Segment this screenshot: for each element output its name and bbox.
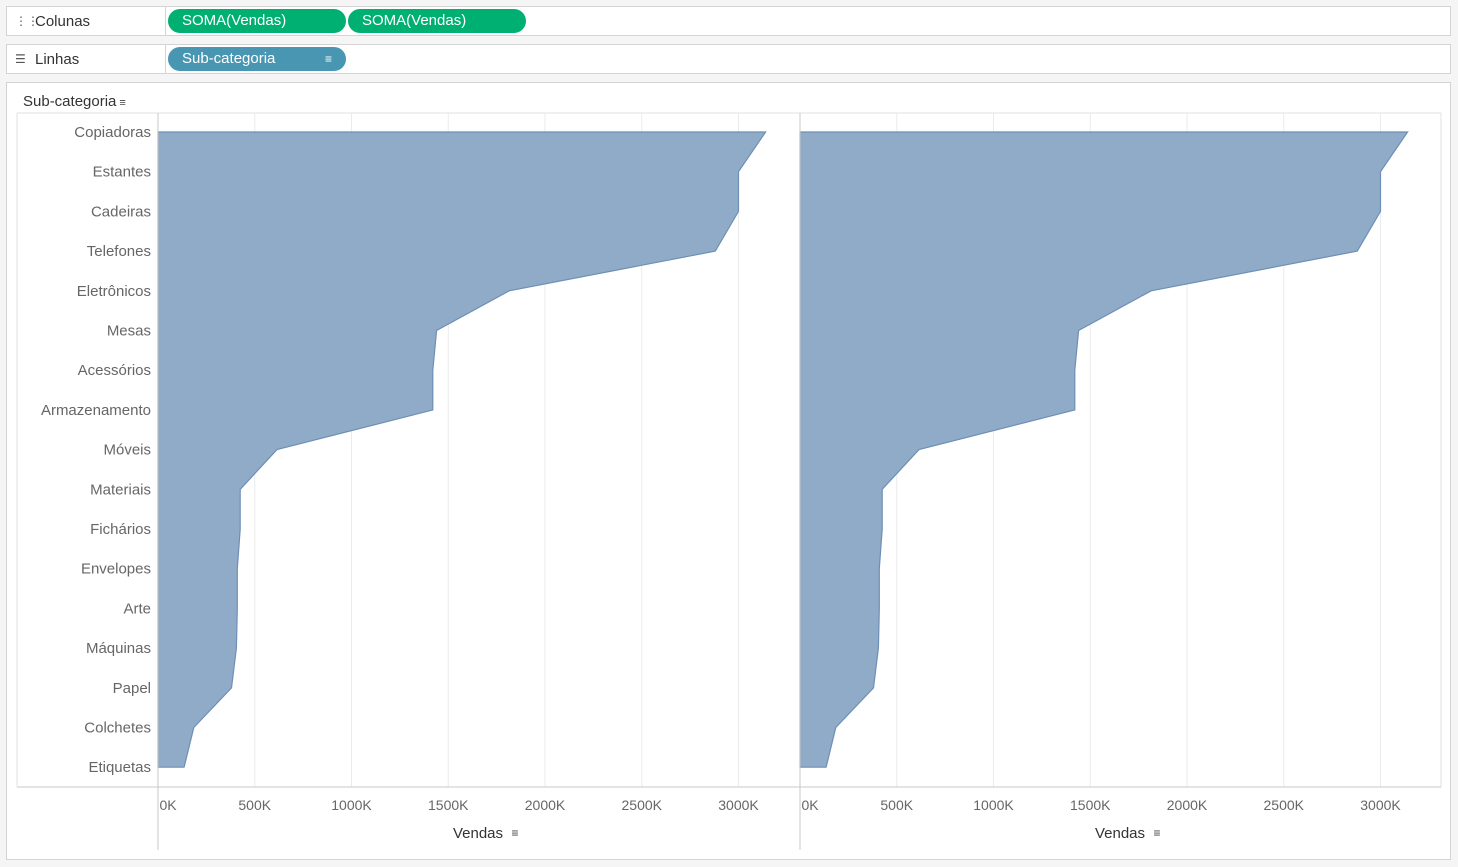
columns-label-text: Colunas	[35, 12, 91, 30]
row-pill-subcategoria[interactable]: Sub-categoria ≡	[168, 47, 346, 71]
sort-descending-icon[interactable]: ≡	[119, 97, 126, 109]
columns-shelf-label: ⋮⋮ Colunas	[7, 7, 166, 35]
row-pill-label: Sub-categoria	[182, 50, 276, 67]
row-header-label: Sub-categoria	[23, 93, 117, 110]
chart-view: Sub-categoria ≡	[6, 82, 1451, 860]
column-pill-label: SOMA(Vendas)	[362, 12, 467, 29]
row-header[interactable]: Sub-categoria ≡	[23, 93, 126, 110]
columns-shelf: ⋮⋮ Colunas SOMA(Vendas) SOMA(Vendas)	[6, 6, 1451, 36]
column-pill-vendas-2[interactable]: SOMA(Vendas)	[348, 9, 526, 33]
column-pill-vendas-1[interactable]: SOMA(Vendas)	[168, 9, 346, 33]
columns-icon: ⋮⋮	[15, 14, 39, 28]
sort-descending-icon[interactable]: ≡	[324, 52, 332, 66]
rows-shelf-label: ☰ Linhas	[7, 45, 166, 73]
rows-label-text: Linhas	[35, 50, 80, 68]
rows-shelf: ☰ Linhas Sub-categoria ≡	[6, 44, 1451, 74]
rows-icon: ☰	[15, 52, 26, 66]
column-pill-label: SOMA(Vendas)	[182, 12, 287, 29]
